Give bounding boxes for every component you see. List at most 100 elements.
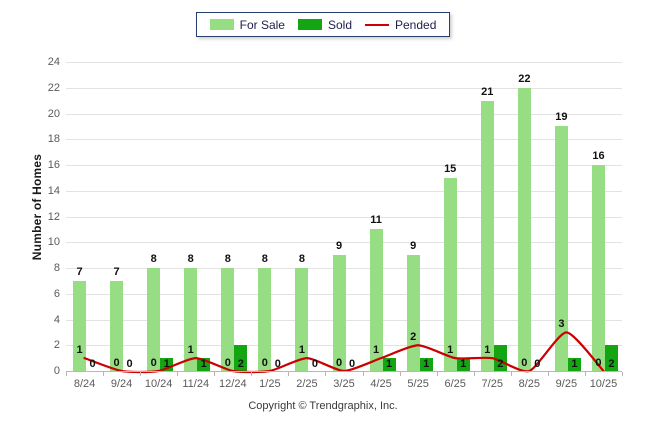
y-axis-tick-label: 16 (47, 159, 60, 171)
value-label-for-sale: 22 (518, 72, 531, 85)
bar-for-sale[interactable] (443, 177, 457, 371)
for-sale-swatch-icon (209, 19, 234, 30)
y-axis-tick-label: 8 (53, 262, 60, 274)
value-label-pended: 0 (150, 357, 157, 369)
x-axis-tick (103, 372, 105, 376)
gridline: 14 (48, 185, 622, 197)
bar-for-sale[interactable] (73, 280, 87, 371)
y-axis-tick-label: 24 (47, 56, 60, 68)
x-axis-tick-label: 1/25 (259, 378, 281, 390)
y-axis-tick-label: 4 (53, 313, 60, 326)
x-axis-tick (177, 372, 179, 376)
x-axis-tick (362, 372, 364, 376)
bar-for-sale[interactable] (258, 268, 272, 371)
value-label-pended: 0 (521, 357, 528, 369)
bar-for-sale[interactable] (332, 255, 346, 371)
bar-for-sale[interactable] (517, 87, 531, 371)
y-axis-tick-label: 2 (53, 339, 60, 352)
x-axis-tick (473, 372, 475, 376)
value-label-pended: 0 (595, 357, 602, 369)
x-axis-tick (140, 372, 142, 376)
x-axis-tick-label: 5/25 (407, 378, 429, 390)
value-label-pended: 0 (113, 357, 120, 369)
value-label-pended: 0 (261, 357, 268, 369)
value-label-sold: 0 (311, 358, 318, 370)
bar-sold[interactable] (604, 345, 618, 371)
legend-label-pended: Pended (395, 17, 437, 32)
value-label-pended: 1 (298, 344, 305, 357)
gridline: 16 (48, 159, 622, 171)
value-label-for-sale: 8 (150, 253, 157, 265)
x-axis-tick-label: 9/24 (110, 378, 133, 390)
x-axis-tick (622, 372, 623, 376)
x-axis-tick-label: 4/25 (370, 378, 392, 390)
gridline: 18 (48, 133, 622, 145)
value-label-sold: 2 (608, 358, 615, 370)
value-label-for-sale: 9 (410, 240, 417, 253)
y-axis-tick-label: 6 (53, 287, 60, 300)
y-axis-tick-label: 22 (47, 81, 60, 94)
value-label-pended: 1 (484, 344, 491, 357)
x-axis-baseline (66, 371, 622, 372)
x-axis-tick-label: 11/24 (182, 378, 210, 390)
x-axis-tick-label: 12/24 (219, 378, 247, 390)
x-axis-tick (399, 372, 401, 376)
value-label-sold: 1 (163, 358, 170, 370)
value-label-sold: 1 (386, 358, 393, 370)
gridline: 22 (48, 82, 622, 94)
bar-for-sale[interactable] (591, 165, 605, 371)
x-axis-tick (510, 372, 512, 376)
value-label-pended: 0 (224, 357, 231, 369)
chart-legend: For Sale Sold Pended (196, 12, 450, 37)
value-label-for-sale: 15 (444, 162, 457, 175)
legend-item-for-sale[interactable]: For Sale (209, 17, 285, 32)
bar-for-sale[interactable] (554, 126, 568, 371)
x-axis-tick-label: 6/25 (444, 378, 466, 390)
y-axis-tick-label: 14 (47, 184, 60, 197)
legend-item-sold[interactable]: Sold (297, 17, 352, 32)
x-axis-tick-label: 7/25 (481, 378, 503, 390)
x-axis-tick-label: 2/25 (296, 378, 318, 390)
y-axis-tick-label: 20 (47, 107, 60, 120)
value-label-sold: 0 (534, 358, 541, 370)
x-axis-tick-label: 9/25 (555, 378, 578, 390)
y-axis-tick-label: 12 (47, 210, 60, 223)
copyright-text: Copyright © Trendgraphix, Inc. (248, 400, 398, 412)
x-axis-tick (325, 372, 327, 376)
value-label-sold: 0 (274, 358, 281, 370)
x-axis-tick (436, 372, 438, 376)
x-axis-tick (214, 372, 216, 376)
value-label-for-sale: 8 (298, 253, 305, 265)
y-axis-title: Number of Homes (30, 153, 44, 261)
value-label-pended: 2 (410, 331, 417, 344)
bar-for-sale[interactable] (147, 268, 161, 371)
value-label-sold: 0 (89, 358, 96, 370)
value-label-sold: 1 (460, 358, 467, 370)
gridline: 10 (48, 236, 622, 248)
legend-label-sold: Sold (327, 17, 352, 32)
bar-for-sale[interactable] (406, 255, 420, 371)
bar-for-sale[interactable] (221, 268, 235, 371)
value-label-for-sale: 8 (224, 253, 231, 265)
value-label-pended: 3 (558, 318, 565, 331)
y-axis-tick-label: 0 (53, 365, 60, 377)
legend-item-pended[interactable]: Pended (365, 19, 436, 31)
value-label-for-sale: 9 (335, 240, 343, 253)
value-label-for-sale: 21 (481, 85, 494, 98)
x-axis-tick (584, 372, 586, 376)
value-label-sold: 1 (571, 358, 578, 370)
x-axis-tick-label: 8/25 (518, 378, 541, 390)
legend-label-for-sale: For Sale (239, 17, 285, 32)
x-axis-tick (251, 372, 253, 376)
gridline: 24 (48, 56, 622, 68)
value-label-pended: 1 (76, 344, 83, 357)
x-axis-tick (547, 372, 549, 376)
x-axis-tick-label: 10/24 (144, 378, 173, 390)
x-axis-tick-label: 3/25 (333, 378, 355, 390)
value-label-for-sale: 7 (113, 265, 120, 278)
bar-for-sale[interactable] (480, 100, 494, 371)
value-label-pended: 1 (373, 344, 380, 357)
x-axis-tick (66, 372, 67, 376)
value-label-for-sale: 19 (555, 111, 568, 124)
